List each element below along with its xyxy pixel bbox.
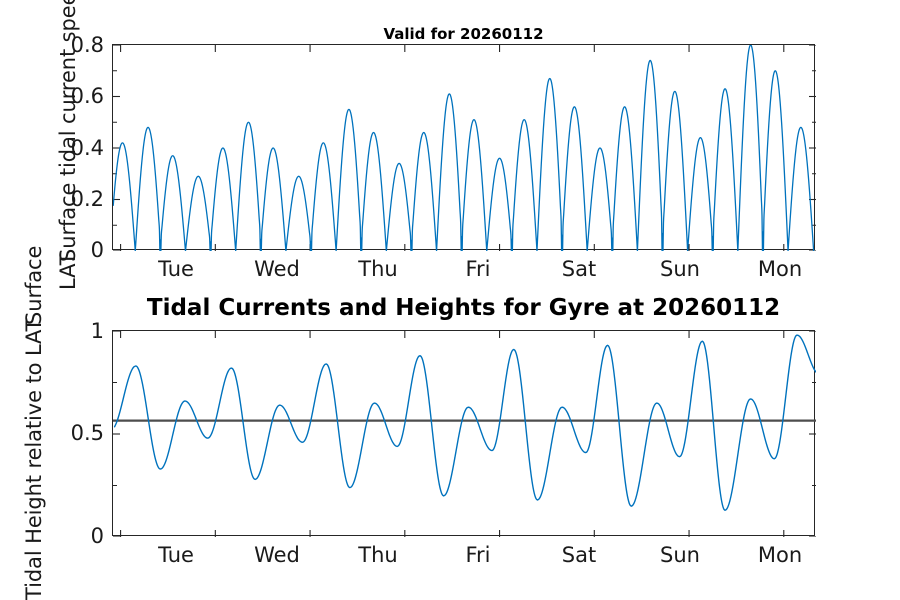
top-ytick-08: 0.8 <box>70 33 104 57</box>
top-ytick-04: 0.4 <box>70 136 104 160</box>
bottom-ytick-0: 0 <box>90 524 104 548</box>
top-xtick-thu: Thu <box>358 257 398 281</box>
bottom-xtick-tue: Tue <box>158 543 194 567</box>
top-chart-axes <box>112 44 816 251</box>
bottom-ylabel: Tidal Height relative to LAT <box>22 318 46 600</box>
bottom-xtick-sat: Sat <box>561 543 597 567</box>
top-ytick-0: 0 <box>90 238 104 262</box>
top-ytick-02: 0.2 <box>70 187 104 211</box>
bottom-xtick-mon: Mon <box>757 543 803 567</box>
top-xtick-mon: Mon <box>757 257 803 281</box>
top-xtick-sat: Sat <box>561 257 597 281</box>
page-title: Tidal Currents and Heights for Gyre at 2… <box>146 295 781 321</box>
top-xtick-fri: Fri <box>465 257 491 281</box>
bottom-xtick-fri: Fri <box>465 543 491 567</box>
bottom-chart-axes <box>112 330 816 537</box>
top-chart-subtitle: Valid for 20260112 <box>383 25 544 43</box>
top-xtick-sun: Sun <box>660 257 700 281</box>
bottom-ytick-1: 1 <box>90 319 104 343</box>
bottom-xtick-thu: Thu <box>358 543 398 567</box>
bottom-xtick-wed: Wed <box>254 543 300 567</box>
top-ytick-06: 0.6 <box>70 84 104 108</box>
top-xtick-tue: Tue <box>158 257 194 281</box>
bottom-ylabel-overlap-surface: Surface <box>22 245 46 325</box>
bottom-ytick-05: 0.5 <box>70 421 104 445</box>
bottom-chart-plot <box>113 331 816 537</box>
top-chart-plot <box>113 45 816 251</box>
top-xtick-wed: Wed <box>254 257 300 281</box>
bottom-xtick-sun: Sun <box>660 543 700 567</box>
